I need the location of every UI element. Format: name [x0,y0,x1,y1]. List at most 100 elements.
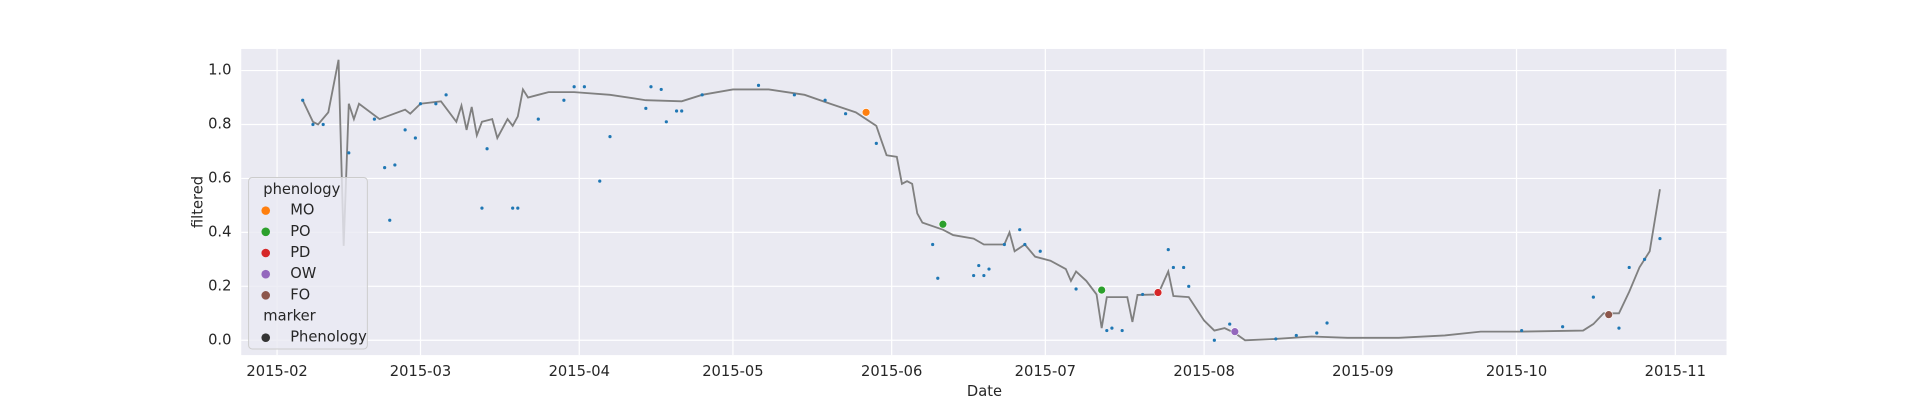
data-point [664,120,668,124]
phenology-marker [861,108,871,117]
data-point [301,98,305,102]
data-point [372,117,376,121]
x-tick-label: 2015-05 [702,363,763,380]
data-point [1274,337,1278,341]
data-point [347,151,351,155]
data-point [1315,331,1319,335]
x-tick-label: 2015-06 [861,363,922,380]
x-tick-label: 2015-11 [1645,363,1706,380]
y-tick-label: 0.0 [208,331,231,348]
data-point [1187,284,1191,288]
data-point [1110,326,1114,330]
data-point [516,206,520,210]
data-point [936,276,940,280]
data-point [1002,242,1006,247]
data-point [434,102,438,106]
data-point [659,87,663,92]
data-point [1325,321,1329,325]
data-point [1023,242,1027,247]
data-point [700,93,704,97]
data-point [485,147,489,151]
data-point [756,83,761,87]
y-tick-label: 1.0 [208,62,231,79]
legend-swatch [261,333,271,342]
data-point [608,135,612,139]
data-point [1520,328,1524,333]
x-axis-label: Date [967,383,1002,400]
data-point [644,106,648,110]
data-point [393,163,397,167]
y-tick-label: 0.8 [208,115,231,132]
legend-title: phenology [263,181,340,198]
legend-swatch [261,206,271,215]
data-point [1105,328,1109,333]
data-point [511,206,515,210]
data-point [680,109,684,113]
y-tick-label: 0.6 [208,169,231,186]
phenology-marker [1097,285,1106,295]
phenology-marker [938,220,948,229]
legend-swatch [261,248,271,258]
data-point [572,85,576,89]
filtered-line [301,59,1661,342]
x-tick-label: 2015-08 [1173,363,1234,380]
data-point [444,93,448,97]
data-point [562,98,566,102]
x-tick-label: 2015-04 [549,363,610,380]
data-point [388,218,392,222]
data-point [1617,326,1621,330]
data-point [1658,236,1662,241]
data-point [598,179,602,183]
x-tick-label: 2015-02 [246,363,307,380]
data-point [1141,292,1145,297]
data-point [418,102,423,106]
legend-box [248,177,368,350]
data-point [536,117,540,121]
data-point [1561,325,1565,329]
data-point [792,93,796,97]
data-point [403,128,407,132]
legend-swatch [261,291,271,300]
data-point [1171,265,1175,270]
data-point [931,242,935,247]
x-tick-label: 2015-10 [1486,363,1547,380]
legend-label: FO [290,286,310,303]
data-point [1182,265,1186,270]
data-point [1166,248,1170,252]
data-point [321,122,325,127]
data-point [1591,295,1595,299]
legend-swatch [261,269,271,279]
legend-label: Phenology [290,329,367,346]
legend-title: marker [263,308,316,325]
data-point [982,273,986,278]
data-point [874,141,878,145]
data-point [1294,333,1298,338]
data-point [1212,338,1216,342]
data-point [1120,328,1124,333]
data-point [649,85,653,89]
legend-label: PO [290,223,310,240]
phenology-marker [1230,327,1240,336]
legend-label: OW [290,265,317,282]
y-tick-label: 0.2 [208,277,231,294]
data-point [413,136,417,140]
x-tick-label: 2015-07 [1015,363,1076,380]
phenology-marker [1604,310,1613,319]
data-point [383,166,387,170]
y-axis-label: filtered [189,176,206,228]
data-point [311,122,315,127]
x-tick-label: 2015-03 [390,363,451,380]
legend-label: MO [290,202,314,219]
data-point [1074,287,1078,291]
data-point [1228,322,1232,326]
data-point [977,263,981,268]
phenology-marker [1153,288,1163,297]
data-point [480,206,484,210]
plot-background [241,48,1727,356]
data-point [1642,257,1647,261]
data-point [674,109,679,113]
data-point [1038,249,1042,253]
data-point [972,273,976,278]
data-point [582,85,586,89]
